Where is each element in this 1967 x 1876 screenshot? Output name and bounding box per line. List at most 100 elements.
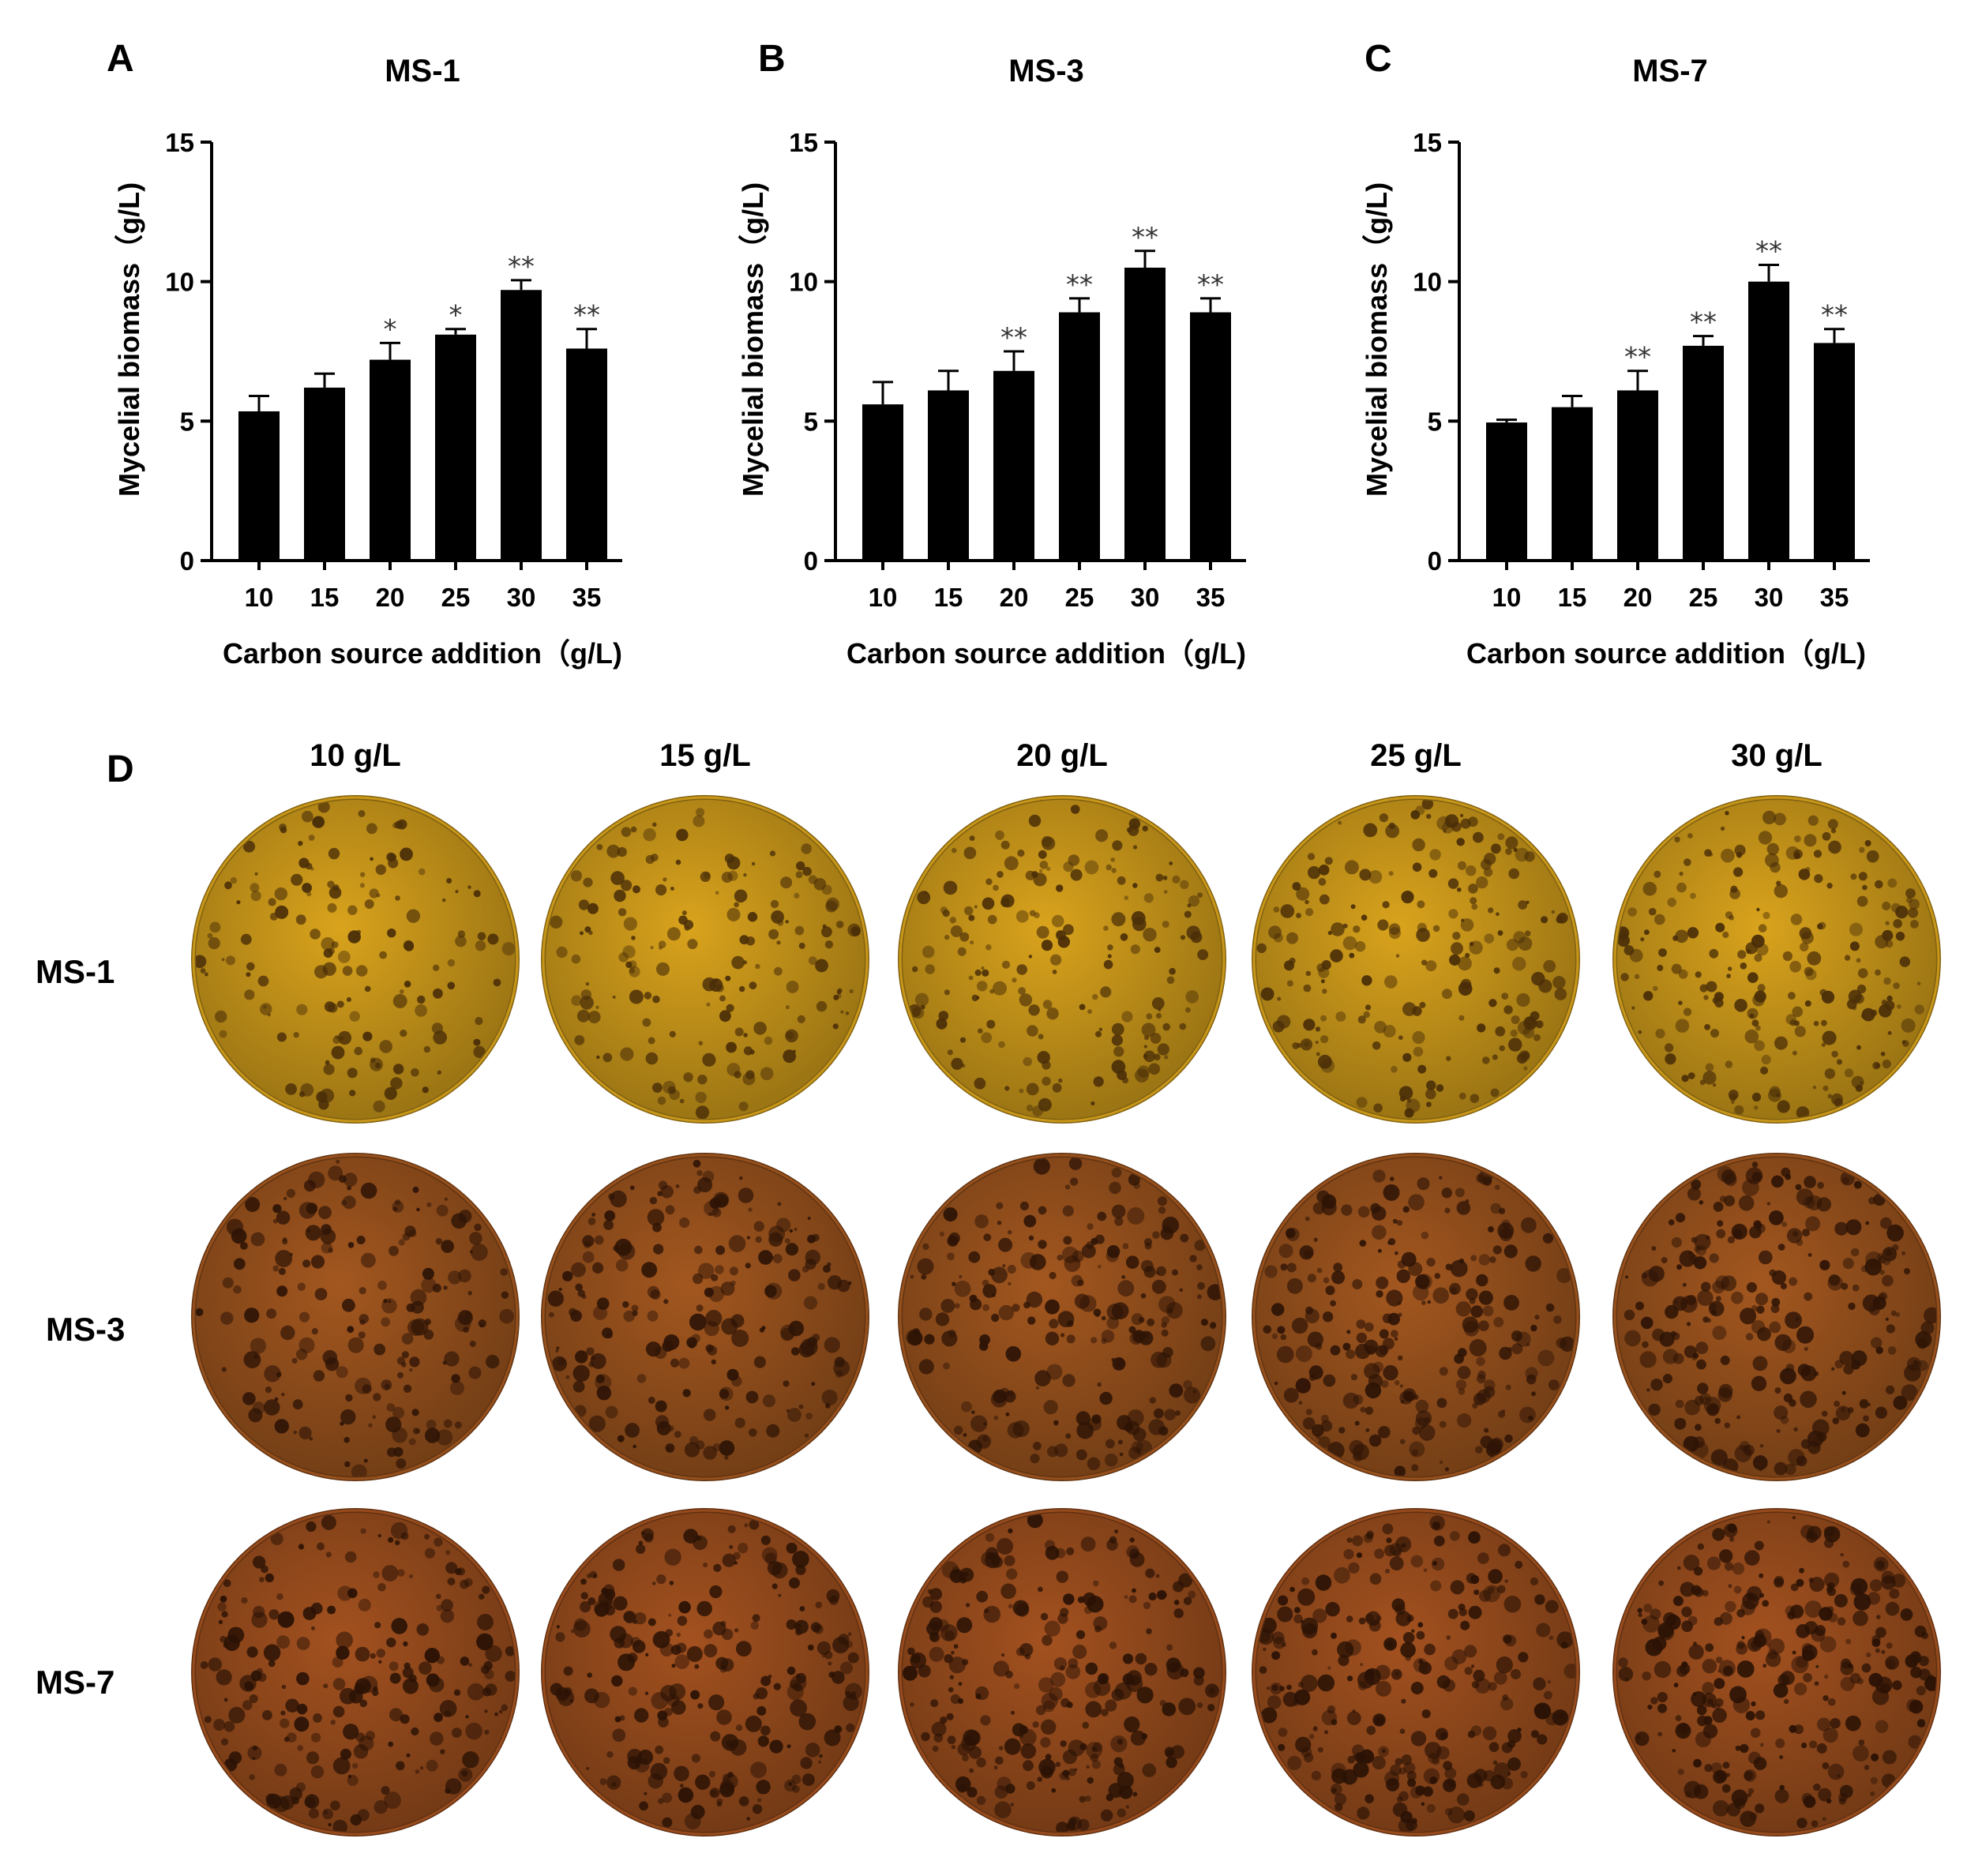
- colony: [625, 961, 633, 969]
- colony: [1821, 1410, 1828, 1417]
- colony: [1752, 1455, 1768, 1470]
- colony: [929, 1631, 940, 1642]
- colony: [475, 1017, 483, 1026]
- colony: [811, 1382, 816, 1386]
- colony: [1334, 1793, 1347, 1806]
- colony: [1790, 1583, 1799, 1592]
- colony: [1292, 882, 1301, 891]
- colony: [1709, 852, 1714, 857]
- colony: [1200, 1319, 1208, 1326]
- colony: [1762, 1600, 1769, 1607]
- colony: [1856, 895, 1868, 907]
- colony: [641, 1262, 658, 1278]
- colony: [1719, 1549, 1733, 1563]
- colony: [1729, 1536, 1735, 1542]
- colony: [469, 1341, 476, 1347]
- colony: [275, 905, 289, 919]
- colony: [697, 1177, 713, 1193]
- colony: [1293, 1607, 1301, 1614]
- colony: [1395, 954, 1400, 958]
- colony: [302, 883, 312, 893]
- colony: [1745, 1333, 1754, 1341]
- colony: [1672, 1353, 1684, 1364]
- colony: [1887, 878, 1898, 888]
- colony: [985, 1533, 995, 1542]
- colony: [1879, 1270, 1885, 1275]
- colony: [347, 1067, 358, 1079]
- colony: [757, 1735, 769, 1747]
- colony: [629, 1185, 635, 1191]
- colony: [1858, 1739, 1865, 1746]
- colony: [751, 861, 756, 866]
- colony: [1105, 1439, 1115, 1449]
- colony: [377, 1281, 387, 1290]
- colony: [1890, 902, 1901, 913]
- colony: [1028, 1004, 1040, 1016]
- plate-edge-highlight: [899, 1509, 1226, 1836]
- colony: [1734, 844, 1746, 856]
- colony: [1464, 1645, 1477, 1658]
- colony: [1866, 1652, 1871, 1658]
- colony: [1407, 1778, 1417, 1788]
- colony: [1479, 1589, 1492, 1602]
- y-tick-label: 10: [1413, 268, 1442, 297]
- colony: [1856, 958, 1861, 963]
- colony: [395, 1199, 401, 1206]
- colony: [968, 1746, 982, 1759]
- x-tick-label: 30: [507, 583, 536, 612]
- colony: [1374, 1021, 1387, 1034]
- colony: [550, 1683, 563, 1696]
- colony: [678, 1357, 690, 1369]
- colony: [423, 1045, 431, 1053]
- colony: [473, 890, 481, 898]
- colony: [1531, 1391, 1536, 1397]
- colony: [1077, 1596, 1085, 1604]
- colony: [726, 907, 741, 921]
- colony: [390, 1521, 408, 1540]
- colony: [1143, 1050, 1155, 1063]
- colony: [547, 1290, 564, 1307]
- colony: [1084, 1795, 1091, 1802]
- colony: [726, 1368, 739, 1381]
- column-header-20: 20 g/L: [1016, 738, 1108, 773]
- colony: [1747, 972, 1759, 983]
- colony: [426, 1202, 432, 1207]
- colony: [1028, 955, 1033, 959]
- colony: [1396, 1796, 1403, 1803]
- colony: [584, 1688, 599, 1704]
- colony: [696, 1600, 712, 1617]
- colony: [1132, 1792, 1138, 1797]
- colony: [571, 995, 582, 1006]
- y-tick-label: 5: [804, 407, 818, 436]
- colony: [1663, 1611, 1676, 1626]
- colony: [1862, 884, 1868, 891]
- colony: [1785, 1463, 1796, 1476]
- colony: [590, 1353, 606, 1369]
- colony: [792, 1784, 800, 1793]
- colony: [602, 1052, 613, 1063]
- colony: [709, 1585, 723, 1599]
- colony: [1750, 1812, 1758, 1821]
- colony: [1875, 1626, 1886, 1638]
- colony: [760, 1067, 774, 1081]
- colony: [952, 1566, 960, 1574]
- colony: [325, 1060, 330, 1065]
- colony: [1520, 1771, 1528, 1779]
- colony: [956, 1617, 973, 1634]
- colony: [1460, 813, 1464, 817]
- y-tick-label: 10: [165, 268, 194, 297]
- colony: [499, 1308, 514, 1324]
- colony: [1376, 1290, 1383, 1298]
- colony: [1759, 1444, 1764, 1448]
- colony: [1158, 1196, 1167, 1206]
- colony: [725, 1405, 730, 1410]
- colony: [565, 1375, 570, 1379]
- colony: [1136, 1687, 1154, 1704]
- colony: [1503, 1295, 1519, 1311]
- colony: [1110, 857, 1115, 862]
- colony: [1373, 1103, 1383, 1113]
- colony: [1417, 1622, 1424, 1628]
- colony: [1757, 984, 1766, 992]
- colony: [1740, 1308, 1757, 1325]
- colony: [914, 992, 929, 1007]
